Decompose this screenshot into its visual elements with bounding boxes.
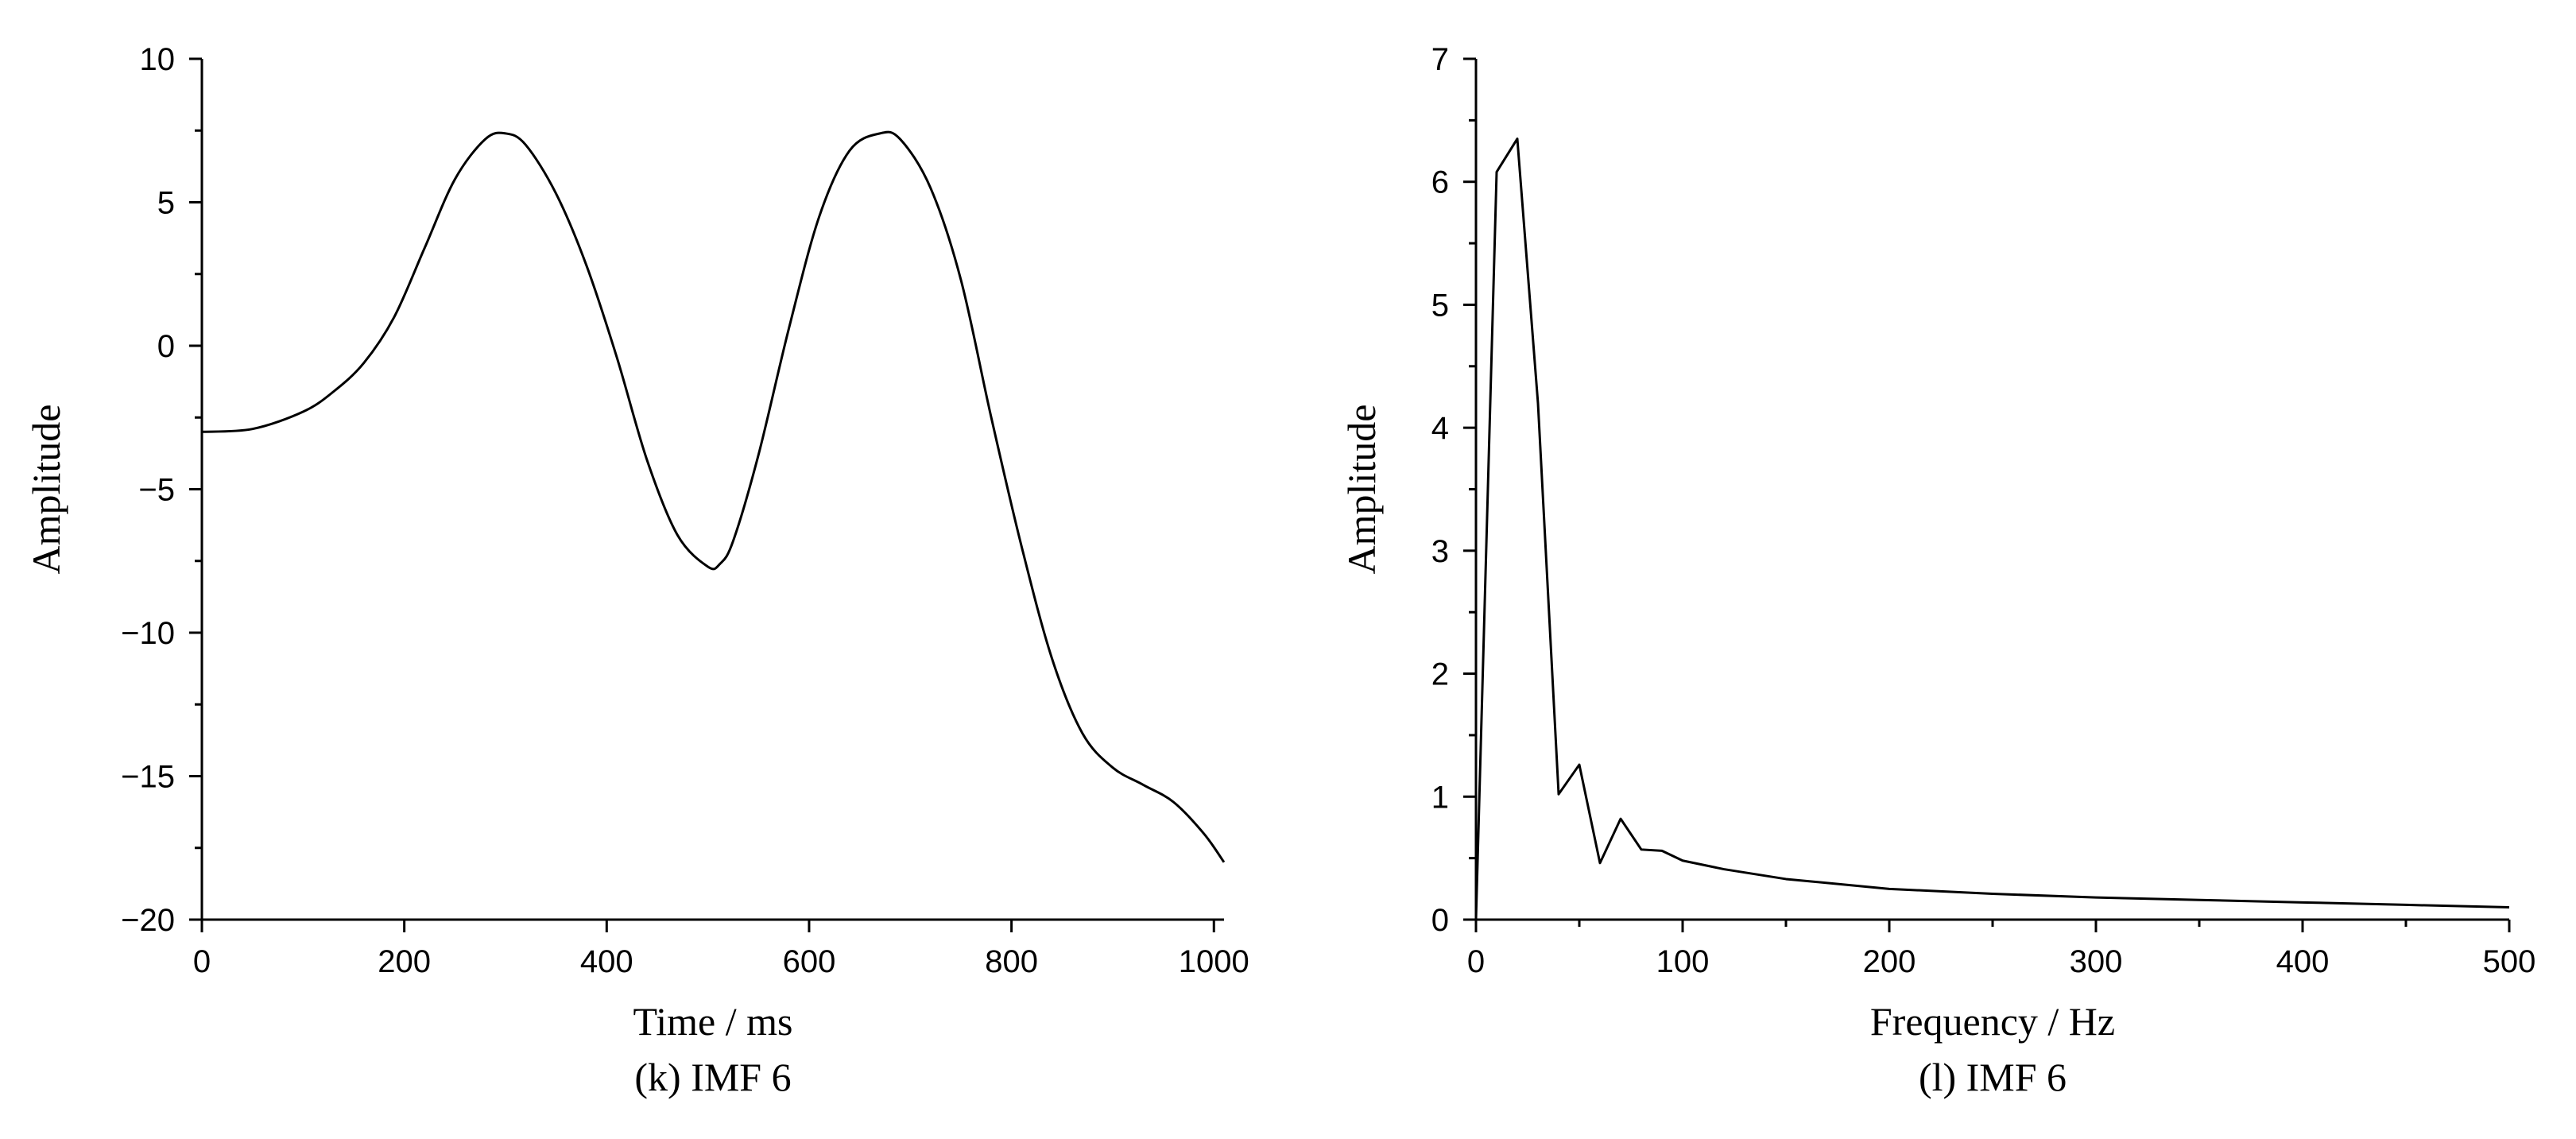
y-tick-label: 0: [157, 329, 175, 364]
x-tick-label: 0: [1467, 944, 1485, 979]
y-tick-label: 1: [1431, 780, 1449, 815]
y-tick-label: 7: [1431, 42, 1449, 77]
y-tick-label: 0: [1431, 903, 1449, 938]
x-tick-label: 1000: [1179, 944, 1249, 979]
y-tick-label: 2: [1431, 657, 1449, 692]
y-tick-label: 10: [140, 42, 176, 77]
x-tick-label: 200: [1863, 944, 1916, 979]
series-line: [201, 130, 1226, 863]
y-tick-label: 3: [1431, 534, 1449, 569]
chart-caption: (k) IMF 6: [634, 1055, 791, 1099]
y-tick-label: −15: [121, 760, 175, 795]
x-tick-label: 400: [2276, 944, 2330, 979]
x-tick-label: 600: [783, 944, 836, 979]
chart-caption: (l) IMF 6: [1919, 1055, 2067, 1099]
x-tick-label: 400: [580, 944, 633, 979]
x-tick-label: 100: [1656, 944, 1710, 979]
chart-imf6-frequency: 0 1 2 3 4 5 6 7 0 100 200 300 400 500 Frequency / Hz Am…: [1339, 42, 2535, 1099]
x-axis-title: Frequency / Hz: [1870, 999, 2115, 1044]
x-tick-label: 800: [985, 944, 1038, 979]
x-axis-title: Time / ms: [633, 999, 792, 1044]
y-axis-title: Amplitude: [24, 405, 68, 575]
y-tick-label: 5: [157, 186, 175, 221]
y-axis-title: Amplitude: [1339, 405, 1384, 575]
x-tick-label: 0: [193, 944, 211, 979]
x-tick-label: 500: [2483, 944, 2536, 979]
y-tick-label: −20: [121, 903, 175, 938]
x-tick-label: 300: [2070, 944, 2123, 979]
y-tick-label: 4: [1431, 411, 1449, 446]
chart-imf6-time: −20 −15 −10 −5 0 5 10 0 200 400 600 800 1000 Time / m…: [24, 42, 1249, 1099]
y-tick-label: 5: [1431, 288, 1449, 323]
y-tick-label: 6: [1431, 165, 1449, 200]
y-tick-label: −10: [121, 616, 175, 651]
series-line: [1474, 138, 2510, 920]
y-tick-label: −5: [138, 473, 175, 508]
x-tick-label: 200: [378, 944, 431, 979]
